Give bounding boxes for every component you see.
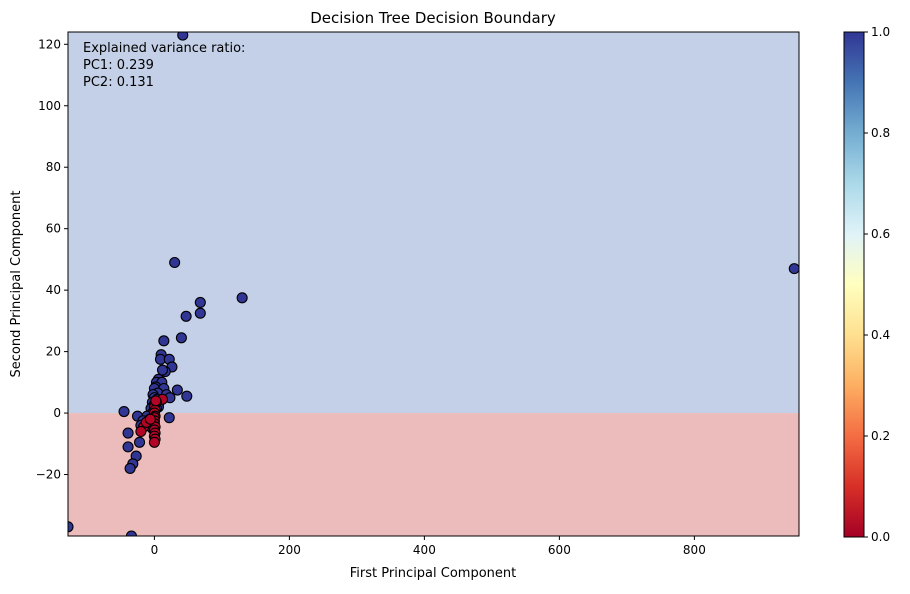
variance-annotation: Explained variance ratio: PC1: 0.239 PC2… bbox=[83, 41, 245, 90]
data-point-class-1 bbox=[169, 256, 181, 269]
y-tick-label: −20 bbox=[36, 468, 61, 482]
decision-region-class-0 bbox=[68, 413, 799, 536]
data-point-class-0 bbox=[148, 436, 160, 448]
colorbar-tick-label: 0.0 bbox=[871, 530, 890, 544]
data-point-class-1 bbox=[180, 310, 192, 322]
x-tick-label: 600 bbox=[548, 543, 571, 557]
x-tick-label: 0 bbox=[151, 543, 159, 557]
data-point-class-1 bbox=[175, 332, 187, 344]
data-point-class-1 bbox=[177, 32, 189, 41]
data-point-class-1 bbox=[236, 292, 248, 304]
annotation-line: PC1: 0.239 bbox=[83, 58, 154, 73]
annotation-line: PC2: 0.131 bbox=[83, 75, 154, 90]
y-axis: −20 0 20 40 60 80 100 120 bbox=[36, 37, 68, 482]
data-point-class-1 bbox=[194, 296, 206, 308]
chart-title: Decision Tree Decision Boundary bbox=[310, 9, 556, 27]
y-tick-label: 80 bbox=[46, 160, 61, 174]
data-point-class-1 bbox=[181, 390, 193, 402]
plot-frame bbox=[67, 31, 800, 537]
colorbar-tick-label: 0.8 bbox=[871, 126, 890, 140]
y-tick-label: 120 bbox=[38, 37, 61, 51]
y-tick-label: 100 bbox=[38, 99, 61, 113]
y-axis-label: Second Principal Component bbox=[9, 191, 24, 378]
data-point-class-1 bbox=[124, 462, 136, 474]
x-tick-label: 400 bbox=[413, 543, 436, 557]
x-axis-label: First Principal Component bbox=[350, 566, 517, 581]
annotation-line: Explained variance ratio: bbox=[83, 41, 245, 56]
colorbar: 0.0 0.2 0.4 0.6 0.8 1.0 bbox=[843, 25, 890, 544]
data-point-class-0 bbox=[150, 395, 162, 407]
data-point-class-1 bbox=[163, 412, 175, 424]
data-point-class-1 bbox=[788, 263, 799, 275]
colorbar-tick-label: 0.4 bbox=[871, 328, 890, 342]
x-axis: 0 200 400 600 800 bbox=[151, 536, 706, 557]
data-point-class-1 bbox=[118, 405, 130, 418]
scatter-points bbox=[68, 32, 799, 536]
data-point-class-1 bbox=[158, 335, 170, 347]
colorbar-tick-label: 0.2 bbox=[871, 429, 890, 443]
y-tick-label: 40 bbox=[46, 283, 61, 297]
x-tick-label: 200 bbox=[278, 543, 301, 557]
data-point-class-0 bbox=[144, 413, 156, 425]
data-point-class-1 bbox=[125, 530, 137, 536]
y-tick-label: 20 bbox=[46, 345, 61, 359]
colorbar-tick-label: 1.0 bbox=[871, 25, 890, 39]
data-point-class-1 bbox=[133, 436, 146, 448]
plot-area bbox=[67, 31, 800, 537]
data-point-class-1 bbox=[122, 427, 134, 439]
data-point-class-1 bbox=[68, 521, 74, 533]
x-tick-label: 800 bbox=[683, 543, 706, 557]
y-tick-label: 60 bbox=[46, 222, 61, 236]
data-point-class-1 bbox=[156, 364, 169, 376]
y-tick-label: 0 bbox=[53, 406, 61, 420]
colorbar-tick-label: 0.6 bbox=[871, 227, 890, 241]
decision-region-class-1 bbox=[68, 32, 799, 414]
colorbar-gradient bbox=[843, 31, 865, 538]
data-point-class-1 bbox=[171, 384, 183, 396]
data-point-class-0 bbox=[135, 425, 147, 438]
data-point-class-1 bbox=[194, 307, 206, 319]
colorbar-ticks: 0.0 0.2 0.4 0.6 0.8 1.0 bbox=[864, 25, 890, 544]
data-point-class-1 bbox=[122, 441, 134, 453]
